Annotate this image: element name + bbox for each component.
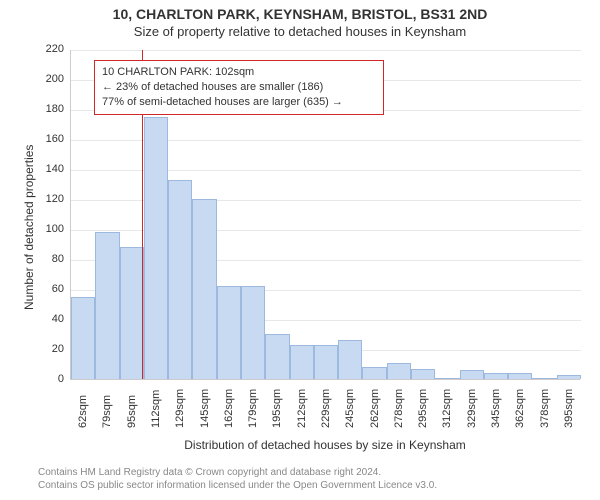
x-tick-label: 62sqm bbox=[77, 395, 89, 428]
x-tick-label: 362sqm bbox=[514, 389, 526, 428]
annotation-line-2: ← 23% of detached houses are smaller (18… bbox=[102, 80, 376, 95]
y-tick-label: 100 bbox=[32, 223, 64, 235]
x-tick-label: 378sqm bbox=[539, 389, 551, 428]
y-tick-label: 80 bbox=[32, 253, 64, 265]
bar bbox=[217, 286, 241, 379]
annotation-line-3: 77% of semi-detached houses are larger (… bbox=[102, 95, 376, 110]
x-tick-label: 312sqm bbox=[441, 389, 453, 428]
page-subtitle: Size of property relative to detached ho… bbox=[8, 24, 592, 39]
annotation-line-1: 10 CHARLTON PARK: 102sqm bbox=[102, 65, 376, 80]
bar bbox=[362, 367, 386, 379]
y-tick-label: 160 bbox=[32, 133, 64, 145]
x-tick-label: 95sqm bbox=[126, 395, 138, 428]
x-tick-label: 112sqm bbox=[150, 390, 162, 428]
x-tick-label: 295sqm bbox=[417, 389, 429, 428]
y-tick-label: 40 bbox=[32, 313, 64, 325]
bar bbox=[532, 378, 556, 379]
bar bbox=[387, 363, 411, 380]
x-tick-label: 329sqm bbox=[466, 389, 478, 428]
x-tick-label: 195sqm bbox=[271, 389, 283, 428]
bar bbox=[120, 247, 144, 379]
x-tick-label: 162sqm bbox=[223, 389, 235, 428]
x-axis-label: Distribution of detached houses by size … bbox=[70, 438, 580, 452]
bar bbox=[144, 117, 168, 380]
bar bbox=[290, 345, 314, 380]
footer-line-2: Contains OS public sector information li… bbox=[38, 479, 437, 492]
y-tick-label: 180 bbox=[32, 103, 64, 115]
bar bbox=[192, 199, 216, 379]
bar bbox=[265, 334, 289, 379]
x-tick-label: 278sqm bbox=[393, 389, 405, 428]
bar bbox=[71, 297, 95, 380]
bar bbox=[241, 286, 265, 379]
annotation-box: 10 CHARLTON PARK: 102sqm ← 23% of detach… bbox=[94, 60, 384, 115]
y-tick-label: 140 bbox=[32, 163, 64, 175]
x-tick-label: 262sqm bbox=[369, 389, 381, 428]
y-tick-label: 120 bbox=[32, 193, 64, 205]
bar bbox=[508, 373, 532, 379]
y-tick-label: 20 bbox=[32, 343, 64, 355]
chart-container: 10, CHARLTON PARK, KEYNSHAM, BRISTOL, BS… bbox=[0, 0, 600, 500]
bar bbox=[168, 180, 192, 380]
bar bbox=[338, 340, 362, 379]
gridline bbox=[71, 50, 581, 51]
x-tick-label: 212sqm bbox=[296, 389, 308, 428]
x-tick-label: 79sqm bbox=[101, 395, 113, 428]
footer-attribution: Contains HM Land Registry data © Crown c… bbox=[38, 466, 437, 492]
page-title: 10, CHARLTON PARK, KEYNSHAM, BRISTOL, BS… bbox=[8, 6, 592, 22]
x-tick-label: 145sqm bbox=[199, 389, 211, 428]
x-tick-label: 395sqm bbox=[563, 389, 575, 428]
bar bbox=[314, 345, 338, 380]
bar bbox=[557, 375, 581, 380]
y-tick-label: 0 bbox=[32, 373, 64, 385]
bar bbox=[411, 369, 435, 380]
bar bbox=[435, 378, 459, 379]
x-tick-label: 345sqm bbox=[490, 389, 502, 428]
y-tick-label: 60 bbox=[32, 283, 64, 295]
footer-line-1: Contains HM Land Registry data © Crown c… bbox=[38, 466, 437, 479]
bar bbox=[484, 373, 508, 379]
bar bbox=[460, 370, 484, 379]
x-tick-label: 129sqm bbox=[174, 389, 186, 428]
bar bbox=[95, 232, 119, 379]
x-tick-label: 179sqm bbox=[247, 389, 259, 428]
y-tick-label: 200 bbox=[32, 73, 64, 85]
x-tick-label: 245sqm bbox=[344, 389, 356, 428]
y-tick-label: 220 bbox=[32, 43, 64, 55]
x-tick-label: 229sqm bbox=[320, 389, 332, 428]
